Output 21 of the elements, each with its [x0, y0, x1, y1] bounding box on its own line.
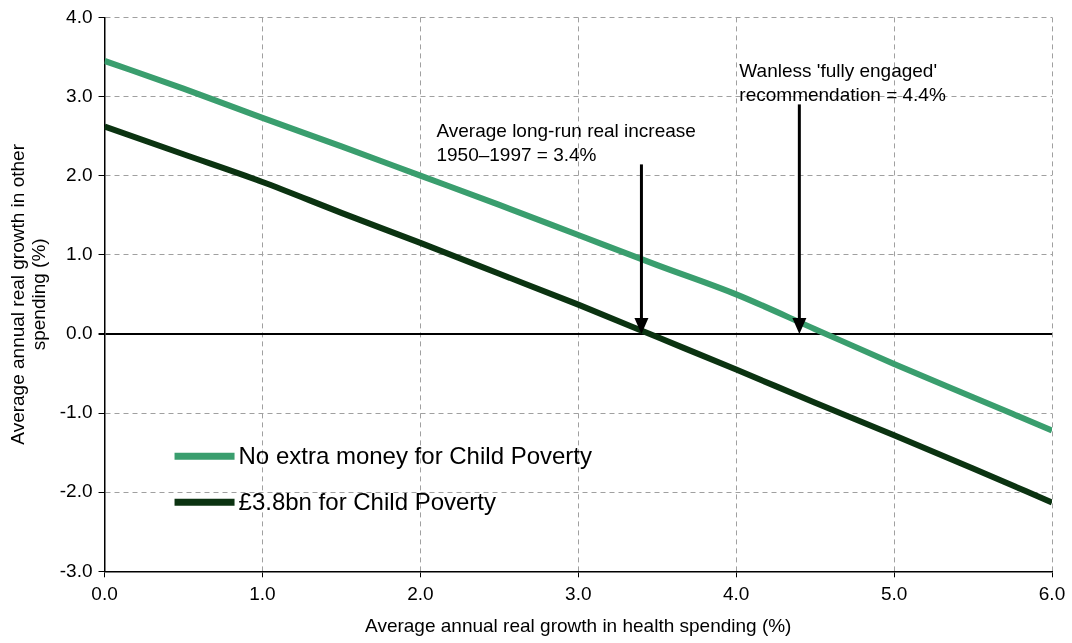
y-tick-label: 1.0 [66, 243, 93, 265]
y-tick-label: 0.0 [66, 322, 93, 344]
y-tick-label: 4.0 [66, 5, 93, 27]
legend-label: £3.8bn for Child Poverty [238, 487, 497, 515]
x-tick-label: 2.0 [407, 582, 434, 604]
x-tick-label: 3.0 [565, 582, 592, 604]
legend-label: No extra money for Child Poverty [238, 441, 593, 469]
y-tick-label: -3.0 [59, 559, 93, 581]
x-tick-label: 5.0 [880, 582, 908, 604]
x-tick-label: 4.0 [722, 582, 750, 604]
ref-line-label: Wanless 'fully engaged' recommendation = 4.4% [739, 60, 946, 106]
y-axis-title: Average annual real growth in other spending (%) [6, 143, 49, 445]
y-tick-label: 2.0 [66, 163, 93, 185]
y-tick-label: -1.0 [59, 401, 93, 423]
x-axis-title: Average annual real growth in health spending (%) [365, 614, 792, 636]
ref-line-label: Average long-run real increase 1950–1997 = 3.4% [436, 120, 696, 166]
x-tick-label: 6.0 [1038, 582, 1066, 604]
x-tick-label: 0.0 [91, 582, 118, 604]
x-tick-label: 1.0 [249, 582, 276, 604]
y-tick-label: 3.0 [66, 84, 93, 106]
y-tick-label: -2.0 [59, 480, 93, 502]
